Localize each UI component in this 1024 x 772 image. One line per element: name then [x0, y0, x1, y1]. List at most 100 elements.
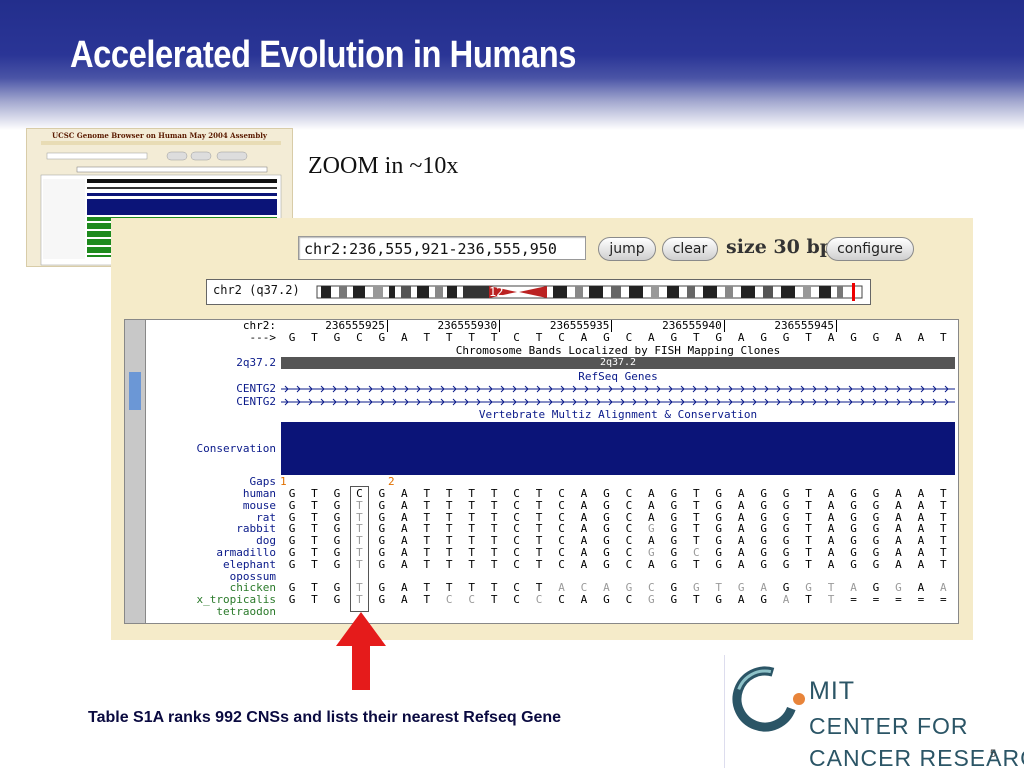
gene-strand-chevron: [392, 385, 397, 393]
gene-strand-chevron: [608, 385, 613, 393]
aligned-base: C: [513, 498, 520, 512]
aligned-base: G: [715, 510, 723, 524]
reference-base: G: [782, 331, 790, 344]
aligned-base: C: [558, 557, 565, 571]
species-label-armadillo[interactable]: armadillo: [216, 546, 276, 559]
aligned-base: T: [535, 581, 543, 595]
aligned-base: C: [692, 546, 700, 559]
gap-marker-2: 2: [388, 475, 395, 488]
gene-strand-chevron: [404, 385, 409, 393]
gene-tracks[interactable]: [281, 383, 955, 409]
aligned-base: G: [670, 510, 678, 524]
aligned-base: G: [378, 487, 386, 500]
aligned-base: G: [850, 510, 857, 524]
aligned-base: T: [692, 498, 700, 512]
aligned-base: G: [692, 581, 700, 595]
aligned-base: T: [692, 510, 700, 524]
aligned-base: T: [490, 498, 498, 512]
jump-button[interactable]: jump: [598, 237, 656, 261]
position-input[interactable]: chr2:236,555,921-236,555,950: [298, 236, 586, 260]
gene-label-2[interactable]: CENTG2: [236, 395, 276, 408]
aligned-base: A: [580, 487, 588, 500]
species-label-chicken[interactable]: chicken: [229, 581, 276, 595]
configure-button[interactable]: configure: [826, 237, 914, 261]
gene-strand-chevron: [380, 398, 385, 406]
reference-base: C: [513, 331, 520, 344]
aligned-base: G: [378, 510, 386, 524]
aligned-base: T: [311, 593, 318, 607]
aligned-base: A: [400, 546, 408, 559]
clear-button[interactable]: clear: [662, 237, 718, 261]
title-banner: [0, 0, 1024, 130]
aligned-base: C: [580, 581, 588, 595]
aligned-base: T: [423, 498, 431, 512]
species-label-rat[interactable]: rat: [256, 510, 276, 524]
aligned-base: G: [603, 593, 610, 607]
coord-label: chr2:: [242, 319, 276, 332]
aligned-base: A: [917, 581, 925, 595]
aligned-base: G: [603, 510, 610, 524]
gene-strand-chevron: [740, 385, 745, 393]
species-label-rabbit[interactable]: rabbit: [236, 522, 276, 536]
aligned-base: A: [648, 487, 655, 500]
reference-base: G: [333, 331, 341, 344]
aligned-base: C: [513, 546, 520, 559]
species-label-x-tropicalis[interactable]: x_tropicalis: [196, 593, 276, 607]
aligned-base: G: [603, 534, 610, 548]
gene-label-1[interactable]: CENTG2: [236, 382, 276, 395]
species-label-tetraodon[interactable]: tetraodon: [216, 605, 276, 618]
aligned-base: T: [468, 557, 475, 571]
aligned-base: A: [580, 522, 588, 536]
aligned-base: T: [940, 498, 947, 512]
aligned-base: =: [895, 593, 902, 607]
reference-base: T: [805, 331, 812, 344]
gene-strand-chevron: [896, 385, 901, 393]
aligned-base: T: [423, 510, 431, 524]
gene-strand-chevron: [692, 398, 697, 406]
aligned-base: T: [940, 534, 947, 548]
gene-strand-chevron: [752, 398, 757, 406]
aligned-base: T: [423, 557, 431, 571]
conservation-track[interactable]: [281, 422, 955, 475]
aligned-base: G: [288, 593, 296, 607]
aligned-base: T: [423, 487, 431, 500]
aligned-base: A: [917, 510, 925, 524]
gene-strand-chevron: [848, 385, 853, 393]
aligned-base: T: [311, 581, 318, 595]
reference-base: T: [468, 331, 475, 344]
aligned-base: A: [895, 534, 902, 548]
chromosome-ideogram[interactable]: chr2 (q37.2): [206, 279, 871, 305]
aligned-base: G: [378, 593, 386, 607]
aligned-base: T: [535, 534, 543, 548]
species-label-opossum[interactable]: opossum: [229, 569, 276, 583]
aligned-base: A: [648, 534, 655, 548]
aligned-base: A: [400, 487, 408, 500]
gene-strand-chevron: [920, 398, 925, 406]
tick-label: 236555930: [417, 320, 501, 332]
gene-strand-chevron: [356, 385, 361, 393]
conservation-label[interactable]: Conservation: [196, 442, 276, 455]
aligned-base: G: [782, 498, 790, 512]
aligned-base: T: [468, 522, 475, 536]
aligned-base: A: [737, 557, 745, 571]
gene-strand-chevron: [608, 398, 613, 406]
aligned-base: A: [400, 510, 408, 524]
aligned-base: T: [423, 534, 431, 548]
species-label-elephant[interactable]: elephant: [223, 557, 276, 571]
aligned-base: A: [648, 498, 655, 512]
aligned-base: A: [827, 546, 835, 559]
gene-strand-chevron: [680, 398, 685, 406]
aligned-base: G: [850, 546, 857, 559]
aligned-base: G: [378, 498, 386, 512]
species-label-dog[interactable]: dog: [256, 534, 276, 548]
aligned-base: G: [288, 487, 296, 500]
tick-label: 236555925: [305, 320, 388, 332]
species-label-mouse[interactable]: mouse: [242, 498, 276, 512]
gene-strand-chevron: [392, 398, 397, 406]
aligned-base: C: [468, 593, 475, 607]
gene-strand-chevron: [404, 398, 409, 406]
species-label-human[interactable]: human: [242, 487, 276, 500]
aligned-base: G: [333, 498, 341, 512]
gene-strand-chevron: [296, 385, 301, 393]
aligned-base: T: [468, 498, 475, 512]
